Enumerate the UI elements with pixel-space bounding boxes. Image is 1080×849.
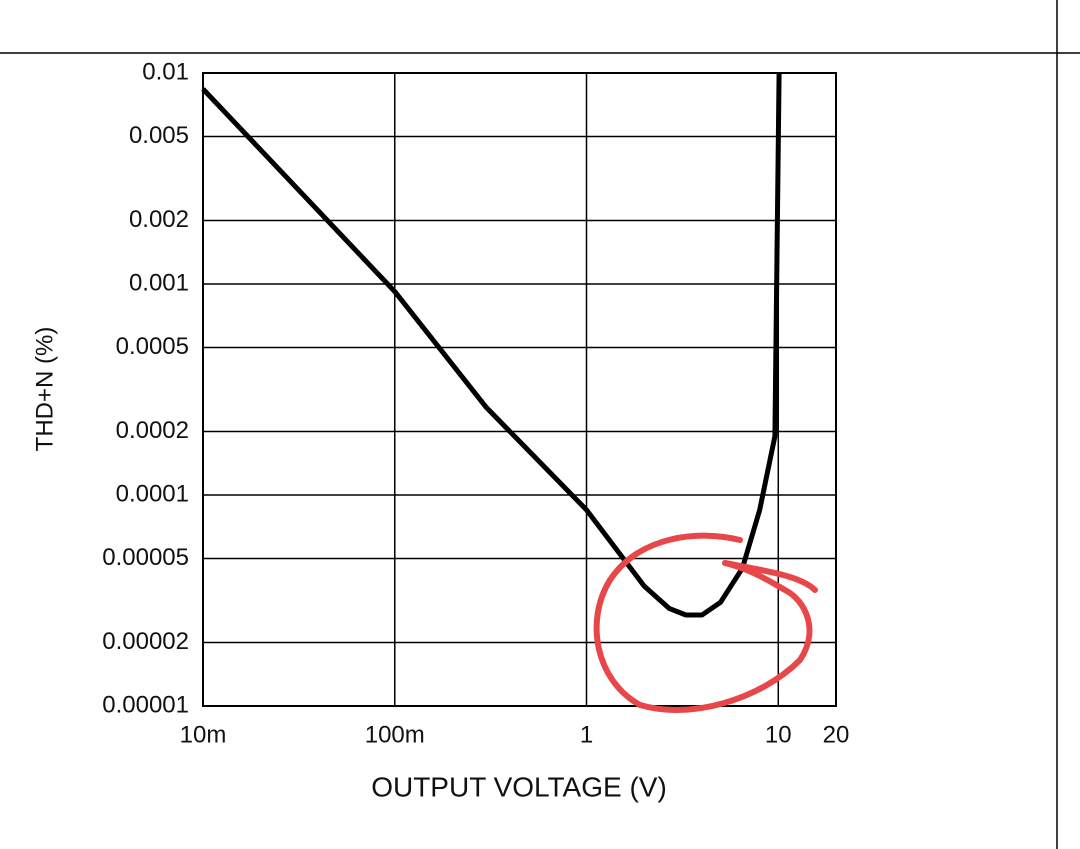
y-tick-label: 0.0005 (116, 333, 189, 360)
y-tick-label: 0.005 (129, 122, 189, 149)
y-tick-label: 0.00002 (102, 628, 189, 655)
x-tick-label: 1 (580, 721, 593, 748)
x-tick-label: 10 (765, 721, 792, 748)
annotation-circle (593, 532, 818, 713)
data-line (201, 72, 782, 618)
x-tick-label: 10m (180, 721, 227, 748)
y-tick-label: 0.0002 (116, 417, 189, 444)
x-axis-label: OUTPUT VOLTAGE (V) (371, 771, 667, 802)
plot-border (202, 72, 837, 707)
y-tick-label: 0.00001 (102, 691, 189, 718)
y-axis-label: THD+N (%) (31, 327, 58, 452)
plot-area: 0.00001 0.00002 0.00005 0.0001 0.0002 0.0005 0… (102, 58, 849, 748)
y-tick-label: 0.002 (129, 206, 189, 233)
y-tick-label: 0.00005 (102, 544, 189, 571)
x-tick-label: 100m (365, 721, 425, 748)
y-tick-label: 0.01 (142, 58, 189, 85)
y-tick-label: 0.0001 (116, 480, 189, 507)
y-tick-label: 0.001 (129, 269, 189, 296)
x-tick-label: 20 (823, 721, 850, 748)
